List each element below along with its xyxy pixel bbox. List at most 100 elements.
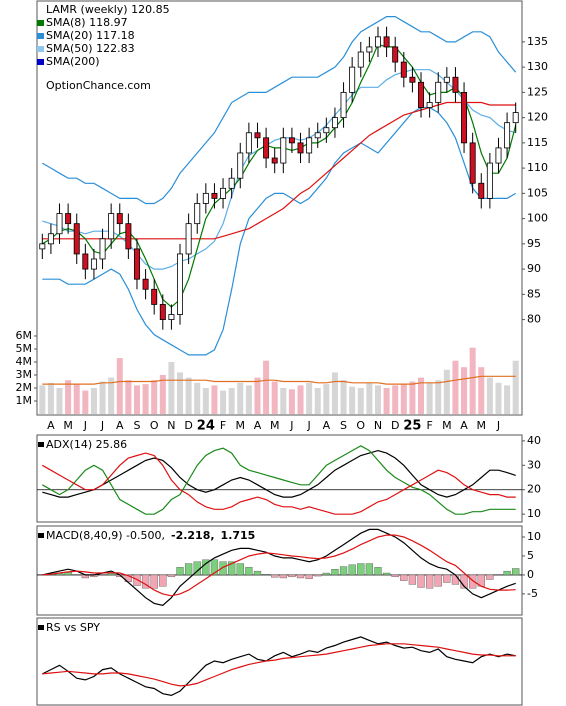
histogram-bar	[374, 567, 382, 576]
volume-bar	[314, 387, 321, 414]
x-tick-label: A	[254, 419, 262, 432]
indicator-line	[42, 534, 516, 597]
legend-label: SMA(200)	[46, 55, 100, 68]
overlay-line	[42, 69, 516, 270]
candle-body	[142, 278, 149, 290]
y-tick-label: 85	[527, 287, 541, 300]
volume-bar	[108, 377, 115, 414]
histogram-bar	[425, 574, 434, 589]
volume-bar	[99, 381, 106, 414]
panel-label: RS vs SPY	[46, 621, 100, 634]
candle-body	[504, 122, 511, 149]
y-tick-label: 5	[527, 549, 534, 562]
volume-tick-label: 2M	[16, 381, 33, 394]
histogram-bar	[322, 572, 330, 576]
x-tick-label: M	[477, 419, 487, 432]
histogram-bar	[486, 574, 494, 580]
histogram-bar	[279, 574, 287, 579]
y-tick-label: 105	[527, 186, 548, 199]
x-tick-label: J	[496, 419, 500, 432]
volume-bar	[374, 385, 381, 414]
x-tick-label: J	[307, 419, 311, 432]
volume-average	[42, 375, 516, 385]
candle-body	[133, 248, 140, 280]
histogram-bar	[443, 574, 451, 583]
volume-tick-label: 5M	[16, 342, 33, 355]
x-tick-label: M	[63, 419, 73, 432]
volume-bar	[461, 367, 468, 414]
histogram-bar	[408, 574, 417, 585]
candle-body	[323, 127, 330, 134]
volume-bar	[357, 387, 364, 414]
volume-bar	[228, 387, 235, 414]
legend-swatch	[37, 33, 44, 39]
volume-bar	[400, 384, 407, 414]
histogram-bar	[382, 572, 391, 576]
histogram-bar	[271, 574, 279, 578]
legend-label: SMA(50) 122.83	[46, 42, 135, 55]
y-tick-label: 30	[527, 458, 541, 471]
macd-panel-frame	[36, 525, 523, 616]
y-tick-label: 95	[527, 237, 541, 250]
candle-body	[47, 233, 54, 245]
y-tick-label: 100	[527, 212, 548, 225]
histogram-bar	[228, 561, 236, 576]
x-tick-label: A	[323, 419, 331, 432]
volume-bar	[142, 384, 149, 414]
y-tick-label: -5	[527, 587, 538, 600]
legend-swatch	[37, 59, 44, 65]
indicator-line	[42, 449, 516, 498]
candle-body	[56, 213, 63, 235]
candle-body	[392, 46, 399, 63]
panel-label: MACD(8,40,9) -0.500,	[46, 529, 165, 542]
y-tick-label: 10	[527, 530, 541, 543]
indicator-line	[42, 636, 516, 697]
candle-body	[82, 253, 89, 270]
candle-body	[254, 132, 261, 139]
volume-bar	[159, 374, 166, 414]
candle-body	[245, 132, 252, 154]
y-tick-label: 115	[527, 136, 548, 149]
histogram-bar	[400, 574, 408, 581]
histogram-bar	[348, 564, 356, 576]
volume-bar	[125, 380, 132, 414]
panel-label: -2.218,	[171, 529, 215, 542]
x-tick-label: O	[150, 419, 159, 432]
x-tick-label: D	[391, 419, 399, 432]
volume-bar	[469, 347, 476, 414]
candle-body	[185, 223, 192, 255]
overlay-line	[42, 106, 517, 356]
rs-panel-frame	[36, 617, 523, 706]
histogram-bar	[262, 573, 270, 576]
volume-tick-label: 6M	[16, 329, 33, 342]
volume-bar	[185, 377, 192, 414]
histogram-bar	[253, 570, 262, 576]
volume-bar	[323, 384, 330, 414]
volume-bar	[504, 385, 511, 414]
x-tick-label: N	[167, 419, 175, 432]
volume-tick-label: 4M	[16, 355, 33, 368]
legend-swatch	[37, 20, 44, 26]
histogram-bar	[339, 566, 348, 576]
candle-body	[331, 117, 338, 129]
y-tick-label: 0	[527, 568, 534, 581]
y-tick-label: 80	[527, 313, 541, 326]
candle-body	[400, 61, 407, 78]
candle-body	[383, 36, 390, 48]
histogram-bar	[451, 574, 460, 585]
y-tick-label: 20	[527, 483, 541, 496]
volume-bar	[366, 382, 373, 414]
volume-bar	[263, 360, 270, 414]
x-tick-label: A	[116, 419, 124, 432]
volume-bar	[116, 358, 123, 414]
price-panel-frame	[36, 0, 523, 416]
x-tick-label: 24	[197, 419, 215, 434]
volume-bar	[82, 390, 89, 414]
histogram-bar	[184, 563, 193, 576]
legend-label: SMA(8) 118.97	[46, 16, 128, 29]
candle-body	[65, 213, 72, 225]
y-tick-label: 130	[527, 60, 548, 73]
candle-body	[452, 76, 459, 93]
candle-body	[220, 187, 227, 199]
